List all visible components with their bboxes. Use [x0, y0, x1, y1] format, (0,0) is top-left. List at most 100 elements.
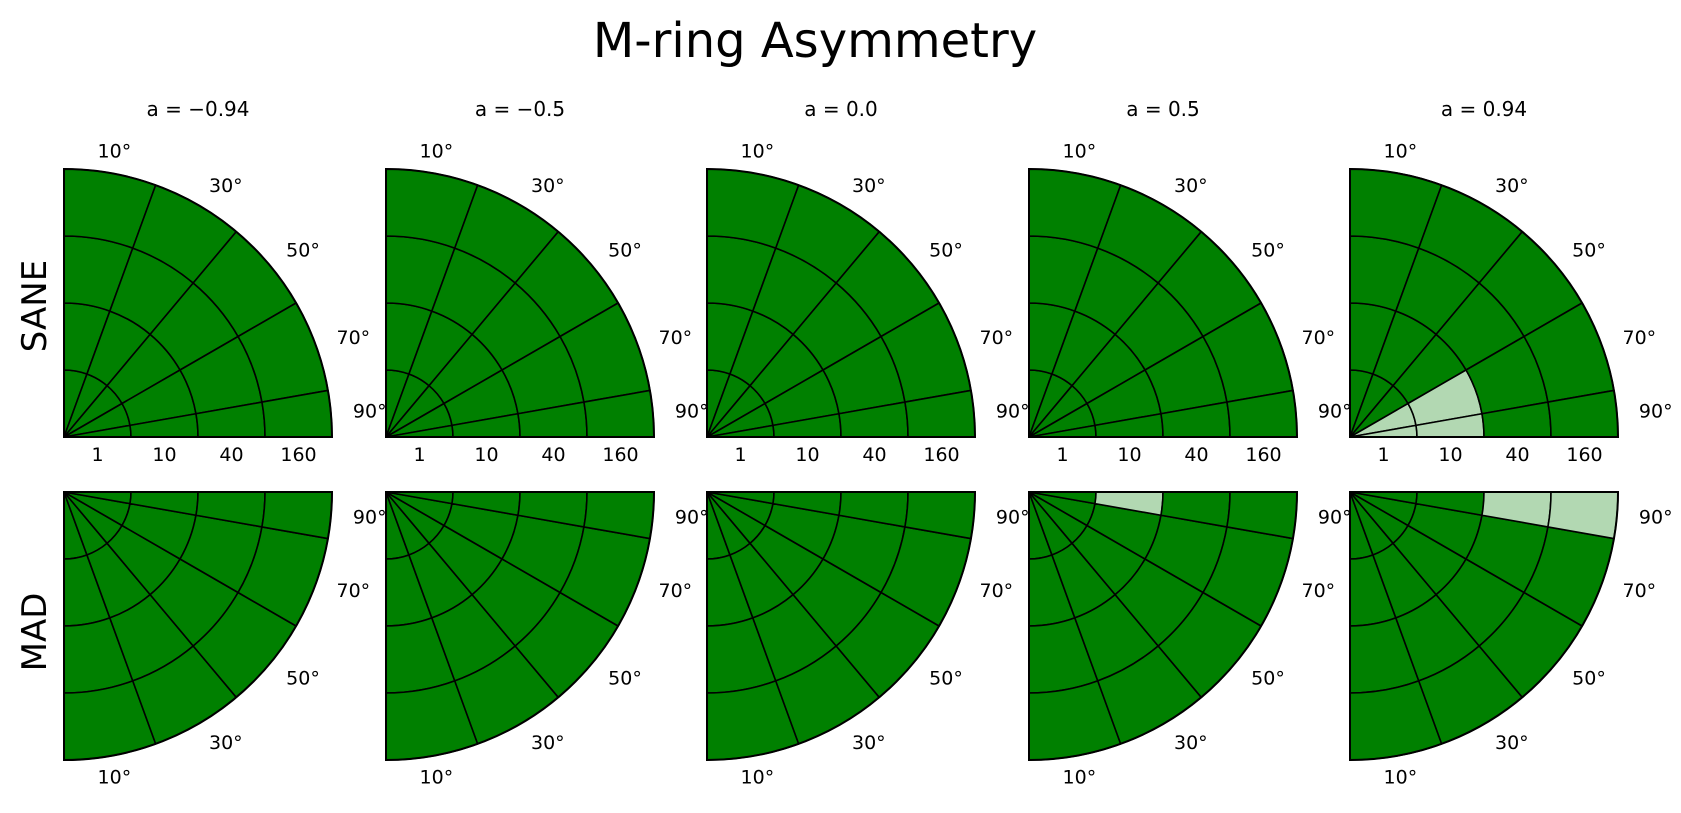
angular-tick-label: 70° — [337, 580, 371, 602]
polar-panel: 10° 30° 50° 70° 90° — [1028, 491, 1352, 789]
column-title: a = −0.5 — [475, 97, 565, 121]
polar-panel: 10° 30° 50° 70° 90° — [385, 491, 709, 789]
angular-tick-label: 10° — [1063, 140, 1097, 162]
angular-tick-label: 30° — [852, 732, 886, 754]
radial-tick-label: 1 — [1056, 444, 1068, 466]
angular-tick-label: 10° — [1384, 140, 1418, 162]
radial-tick-label: 160 — [602, 444, 638, 466]
radial-tick-label: 1 — [413, 444, 425, 466]
angular-tick-label: 50° — [1572, 240, 1606, 262]
angular-tick-label: 10° — [741, 767, 775, 789]
radial-tick-label: 1 — [91, 444, 103, 466]
angular-tick-label: 90° — [675, 506, 709, 528]
radial-tick-label: 10 — [1438, 444, 1462, 466]
angular-tick-label: 30° — [1174, 175, 1208, 197]
radial-tick-label: 40 — [1184, 444, 1208, 466]
panel-boundary — [385, 491, 656, 762]
radial-tick-label: 40 — [862, 444, 886, 466]
panel-boundary — [63, 491, 334, 762]
angular-tick-label: 90° — [1639, 401, 1673, 423]
polar-panel: 10° 30° 50° 70° 90° — [706, 491, 1030, 789]
angular-tick-label: 70° — [659, 327, 693, 349]
polar-panel: 10° 30° 50° 70° 90° 1 10 40 160 — [706, 140, 1030, 466]
angular-tick-label: 10° — [1384, 767, 1418, 789]
angular-tick-label: 30° — [531, 175, 565, 197]
angular-tick-label: 50° — [286, 667, 320, 689]
angular-tick-label: 50° — [929, 240, 963, 262]
polar-panel: 10° 30° 50° 70° 90° 1 10 40 160 — [1349, 140, 1673, 466]
angular-tick-label: 30° — [209, 732, 243, 754]
polar-panel: 10° 30° 50° 70° 90° 1 10 40 160 — [385, 140, 709, 466]
radial-tick-label: 160 — [280, 444, 316, 466]
column-title: a = 0.5 — [1126, 97, 1200, 121]
radial-tick-label: 160 — [923, 444, 959, 466]
polar-panel: 10° 30° 50° 70° 90° 1 10 40 160 — [1028, 140, 1352, 466]
angular-tick-label: 70° — [1623, 327, 1657, 349]
panel-boundary — [1349, 167, 1620, 438]
angular-tick-label: 30° — [852, 175, 886, 197]
angular-tick-label: 70° — [337, 327, 371, 349]
panel-boundary — [1028, 167, 1299, 438]
panel-boundary — [706, 167, 977, 438]
angular-tick-label: 90° — [996, 401, 1030, 423]
angular-tick-label: 50° — [929, 667, 963, 689]
angular-tick-label: 70° — [1302, 580, 1336, 602]
figure-title: M-ring Asymmetry — [593, 13, 1037, 69]
angular-tick-label: 10° — [420, 767, 454, 789]
row-label-mad: MAD — [15, 593, 55, 672]
angular-tick-label: 90° — [353, 506, 387, 528]
panel-boundary — [1349, 491, 1620, 762]
angular-tick-label: 70° — [659, 580, 693, 602]
angular-tick-label: 30° — [1174, 732, 1208, 754]
angular-tick-label: 90° — [1318, 401, 1352, 423]
angular-tick-label: 30° — [1495, 175, 1529, 197]
radial-tick-label: 10 — [474, 444, 498, 466]
angular-tick-label: 70° — [1302, 327, 1336, 349]
panel-boundary — [385, 167, 656, 438]
radial-tick-label: 10 — [1117, 444, 1141, 466]
radial-tick-label: 1 — [1377, 444, 1389, 466]
angular-tick-label: 10° — [1063, 767, 1097, 789]
angular-tick-label: 10° — [420, 140, 454, 162]
angular-tick-label: 30° — [209, 175, 243, 197]
angular-tick-label: 10° — [98, 767, 132, 789]
radial-tick-label: 40 — [219, 444, 243, 466]
angular-tick-label: 90° — [996, 506, 1030, 528]
radial-tick-label: 10 — [795, 444, 819, 466]
angular-tick-label: 50° — [1572, 667, 1606, 689]
angular-tick-label: 50° — [1251, 240, 1285, 262]
angular-tick-label: 90° — [675, 401, 709, 423]
column-title: a = 0.0 — [804, 97, 878, 121]
row-label-sane: SANE — [15, 260, 55, 352]
radial-tick-label: 40 — [1505, 444, 1529, 466]
panel-boundary — [706, 491, 977, 762]
angular-tick-label: 90° — [353, 401, 387, 423]
radial-tick-label: 160 — [1245, 444, 1281, 466]
angular-tick-label: 50° — [286, 240, 320, 262]
polar-panel: 10° 30° 50° 70° 90° — [1349, 491, 1673, 789]
angular-tick-label: 90° — [1639, 506, 1673, 528]
angular-tick-label: 30° — [1495, 732, 1529, 754]
polar-panel: 10° 30° 50° 70° 90° 1 10 40 160 — [63, 140, 387, 466]
angular-tick-label: 10° — [741, 140, 775, 162]
column-title: a = 0.94 — [1441, 97, 1527, 121]
angular-tick-label: 50° — [1251, 667, 1285, 689]
angular-tick-label: 50° — [608, 667, 642, 689]
radial-tick-label: 40 — [541, 444, 565, 466]
angular-tick-label: 70° — [980, 580, 1014, 602]
panel-boundary — [1028, 491, 1299, 762]
angular-tick-label: 50° — [608, 240, 642, 262]
panel-boundary — [63, 167, 334, 438]
radial-tick-label: 160 — [1566, 444, 1602, 466]
radial-tick-label: 10 — [152, 444, 176, 466]
angular-tick-label: 70° — [1623, 580, 1657, 602]
polar-panel: 10° 30° 50° 70° 90° — [63, 491, 387, 789]
angular-tick-label: 90° — [1318, 506, 1352, 528]
angular-tick-label: 30° — [531, 732, 565, 754]
column-titles: a = −0.94 a = −0.5 a = 0.0 a = 0.5 a = 0.94 — [146, 97, 1527, 121]
radial-tick-label: 1 — [734, 444, 746, 466]
column-title: a = −0.94 — [146, 97, 249, 121]
angular-tick-label: 10° — [98, 140, 132, 162]
